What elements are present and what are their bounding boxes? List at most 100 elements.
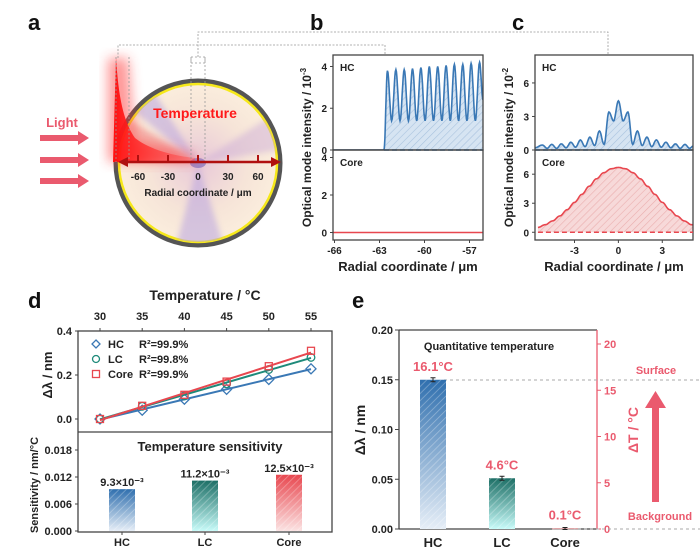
- y2-tick-label: 5: [604, 478, 610, 490]
- plot-title: Quantitative temperature: [424, 341, 554, 353]
- y-tick-label: 3: [523, 199, 529, 210]
- series-core: [95, 346, 316, 424]
- series-line-hc: [535, 99, 693, 150]
- axis-tick-label: 60: [252, 172, 264, 183]
- bar-hc: [420, 379, 446, 529]
- y-axis-label-exponent: -3: [299, 67, 308, 75]
- y-tick-label: 0: [321, 146, 327, 157]
- axis-tick-label: 30: [222, 172, 234, 183]
- panel-label-e: e: [352, 288, 364, 313]
- bar-value-label: 11.2×10⁻³: [181, 469, 230, 481]
- data-point: [262, 373, 275, 386]
- x-tick-label: 55: [305, 311, 317, 323]
- bar-hatch: [276, 474, 302, 531]
- series-line-core: [537, 166, 693, 229]
- light-arrow-icon: [40, 174, 89, 188]
- panel-label-b: b: [310, 10, 323, 35]
- bar-hatch: [420, 379, 446, 529]
- plot-frame: [534, 149, 694, 241]
- y-tick-label: 0.05: [372, 474, 393, 486]
- y-tick-label: 6: [523, 79, 529, 90]
- axis-arrow-right: [271, 157, 281, 167]
- legend-label: LC: [108, 354, 123, 366]
- subplot-c-hc: [534, 54, 694, 151]
- bar-lc: [489, 478, 515, 529]
- y-tick-label: 0.012: [44, 472, 72, 484]
- x-tick-label: 3: [659, 246, 665, 257]
- subplot-label: HC: [542, 63, 556, 74]
- bar-hatch: [109, 489, 135, 531]
- y2-axis-label: ΔT / °C: [625, 407, 641, 453]
- legend-marker: [91, 369, 101, 379]
- panel-label-d: d: [28, 288, 41, 313]
- data-point: [138, 401, 147, 410]
- y-tick-label: 0: [321, 229, 327, 240]
- light-label: Light: [46, 115, 78, 130]
- y-axis-label: Δλ / nm: [352, 405, 368, 456]
- bar-value-label: 0.1°C: [549, 508, 582, 523]
- y-tick-label: 0.4: [57, 326, 73, 338]
- bar-hatch: [192, 480, 218, 531]
- x-tick-label: -66: [327, 246, 342, 257]
- field-lobe: [175, 163, 225, 242]
- x-tick-label: 0: [616, 246, 622, 257]
- x-tick-label: 50: [263, 311, 275, 323]
- bar-value-label: 4.6°C: [486, 457, 519, 472]
- bar-value-label: 9.3×10⁻³: [100, 477, 144, 489]
- x-tick-label: 40: [178, 311, 190, 323]
- y-tick-label: 4: [321, 62, 327, 73]
- y-tick-label: 0.018: [44, 445, 72, 457]
- x-tick-label: LC: [493, 535, 511, 550]
- x-tick-label: -60: [417, 246, 432, 257]
- panel-label-c: c: [512, 10, 524, 35]
- axis-tick-label: 0: [195, 172, 201, 183]
- subplot-b-hc: [332, 54, 484, 151]
- data-point: [306, 346, 316, 355]
- x-tick-label: HC: [114, 537, 130, 549]
- y-axis-label-exponent: -2: [501, 67, 510, 75]
- data-point: [264, 362, 273, 371]
- subplot-label: HC: [340, 63, 354, 74]
- connector-to-c: [197, 31, 609, 57]
- bar-value-label: 12.5×10⁻³: [264, 463, 314, 475]
- connector-to-b: [117, 44, 386, 58]
- x-tick-label: 30: [94, 311, 106, 323]
- y-tick-label: 0.006: [44, 499, 72, 511]
- y-axis-label: Δλ / nm: [40, 352, 55, 399]
- y-axis-label: Sensitivity / nm/°C: [29, 437, 41, 533]
- data-point: [95, 414, 105, 424]
- y-tick-label: 0.000: [44, 526, 72, 538]
- background-label: Background: [628, 511, 692, 523]
- axis-label: Radial coordinate / μm: [144, 188, 251, 199]
- fit-line: [99, 351, 312, 422]
- y-axis-label: Optical mode intensity / 10-2: [501, 67, 516, 227]
- x-tick-label: -3: [570, 246, 579, 257]
- y-tick-label: 6: [523, 170, 529, 181]
- fit-line: [99, 368, 312, 421]
- data-point: [180, 390, 189, 399]
- legend-r2: R²=99.9%: [139, 369, 188, 381]
- subplot-c-core: [534, 149, 694, 241]
- y-tick-label: 0.10: [372, 425, 393, 437]
- legend-r2: R²=99.8%: [139, 354, 188, 366]
- axis-tick-label: -30: [161, 172, 176, 183]
- x-tick-label: 45: [220, 311, 232, 323]
- y2-tick-label: 20: [604, 339, 616, 351]
- x-tick-label: 35: [136, 311, 148, 323]
- y-tick-label: 0: [523, 146, 529, 157]
- legend-marker: [91, 354, 101, 364]
- core-region-box: [190, 56, 206, 64]
- y2-tick-label: 15: [604, 385, 616, 397]
- y-tick-label: 2: [321, 104, 327, 115]
- y-tick-label: 0.0: [57, 414, 72, 426]
- top-x-axis-label: Temperature / °C: [149, 287, 260, 303]
- temperature-label: Temperature: [153, 105, 237, 121]
- light-arrow-icon: [40, 131, 89, 145]
- subplot-label: Core: [340, 158, 363, 169]
- legend-r2: R²=99.9%: [139, 339, 188, 351]
- y-tick-label: 0.2: [57, 370, 72, 382]
- y2-tick-label: 0: [604, 524, 610, 536]
- x-tick-label: Core: [550, 535, 580, 550]
- x-tick-label: Core: [276, 537, 301, 549]
- data-point: [305, 362, 317, 375]
